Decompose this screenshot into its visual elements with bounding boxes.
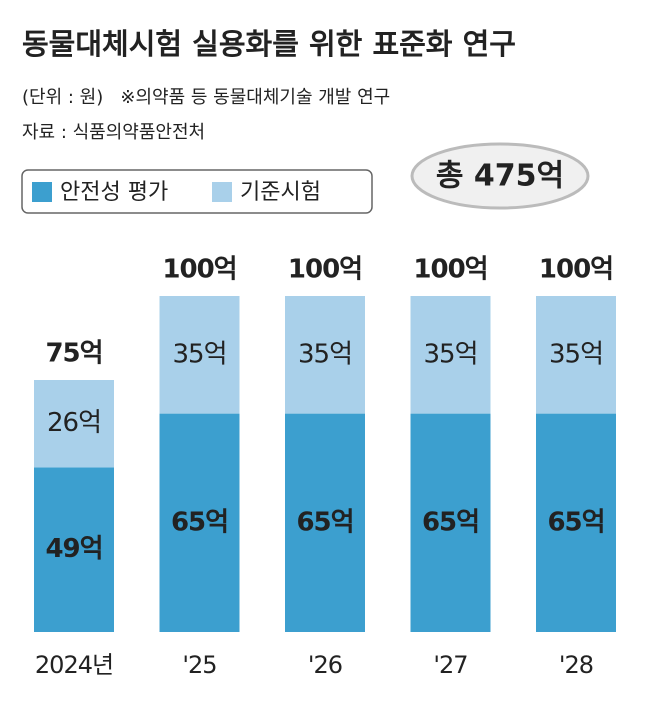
- value-label: 35억: [423, 339, 477, 369]
- value-label: 65억: [422, 507, 479, 537]
- legend-label: 안전성 평가: [60, 180, 168, 205]
- source: 자료 : 식품의약품안전처: [22, 122, 205, 143]
- bar-segment: [285, 413, 365, 632]
- bar-segment: [410, 413, 491, 632]
- bar-segment: [536, 296, 616, 414]
- bar-segment: [536, 413, 616, 632]
- value-label: 49억: [45, 534, 102, 564]
- total-label: 100억: [539, 255, 613, 285]
- value-label: 65억: [296, 507, 353, 537]
- value-label: 65억: [171, 507, 228, 537]
- bar-segment: [285, 296, 365, 414]
- total-label: 100억: [413, 255, 487, 285]
- bar-segment: [410, 296, 491, 414]
- legend-label: 기준시험: [240, 180, 321, 205]
- value-label: 65억: [547, 507, 604, 537]
- bar-segment: [159, 296, 240, 414]
- bar-segment: [34, 467, 114, 632]
- x-tick-label: '27: [433, 651, 467, 679]
- value-label: 26억: [47, 408, 101, 438]
- chart-title: 동물대체시험 실용화를 위한 표준화 연구: [22, 27, 516, 61]
- value-label: 35억: [298, 339, 352, 369]
- total-label: 100억: [162, 255, 236, 285]
- value-label: 35억: [172, 339, 226, 369]
- total-badge-text: 총 475억: [436, 159, 564, 194]
- bar-segment: [34, 380, 114, 468]
- total-label: 100억: [288, 255, 362, 285]
- x-tick-label: '28: [559, 651, 593, 679]
- bar-segment: [159, 413, 240, 632]
- legend-swatch: [32, 182, 52, 202]
- total-badge: [410, 142, 590, 210]
- value-label: 35억: [549, 339, 603, 369]
- x-tick-label: 2024년: [35, 651, 113, 679]
- x-tick-label: '25: [182, 651, 216, 679]
- total-label: 75억: [45, 339, 102, 369]
- x-tick-label: '26: [308, 651, 342, 679]
- subtitle: (단위 : 원) ※의약품 등 동물대체기술 개발 연구: [22, 87, 390, 108]
- legend-box: [21, 169, 373, 214]
- legend-swatch: [212, 182, 232, 202]
